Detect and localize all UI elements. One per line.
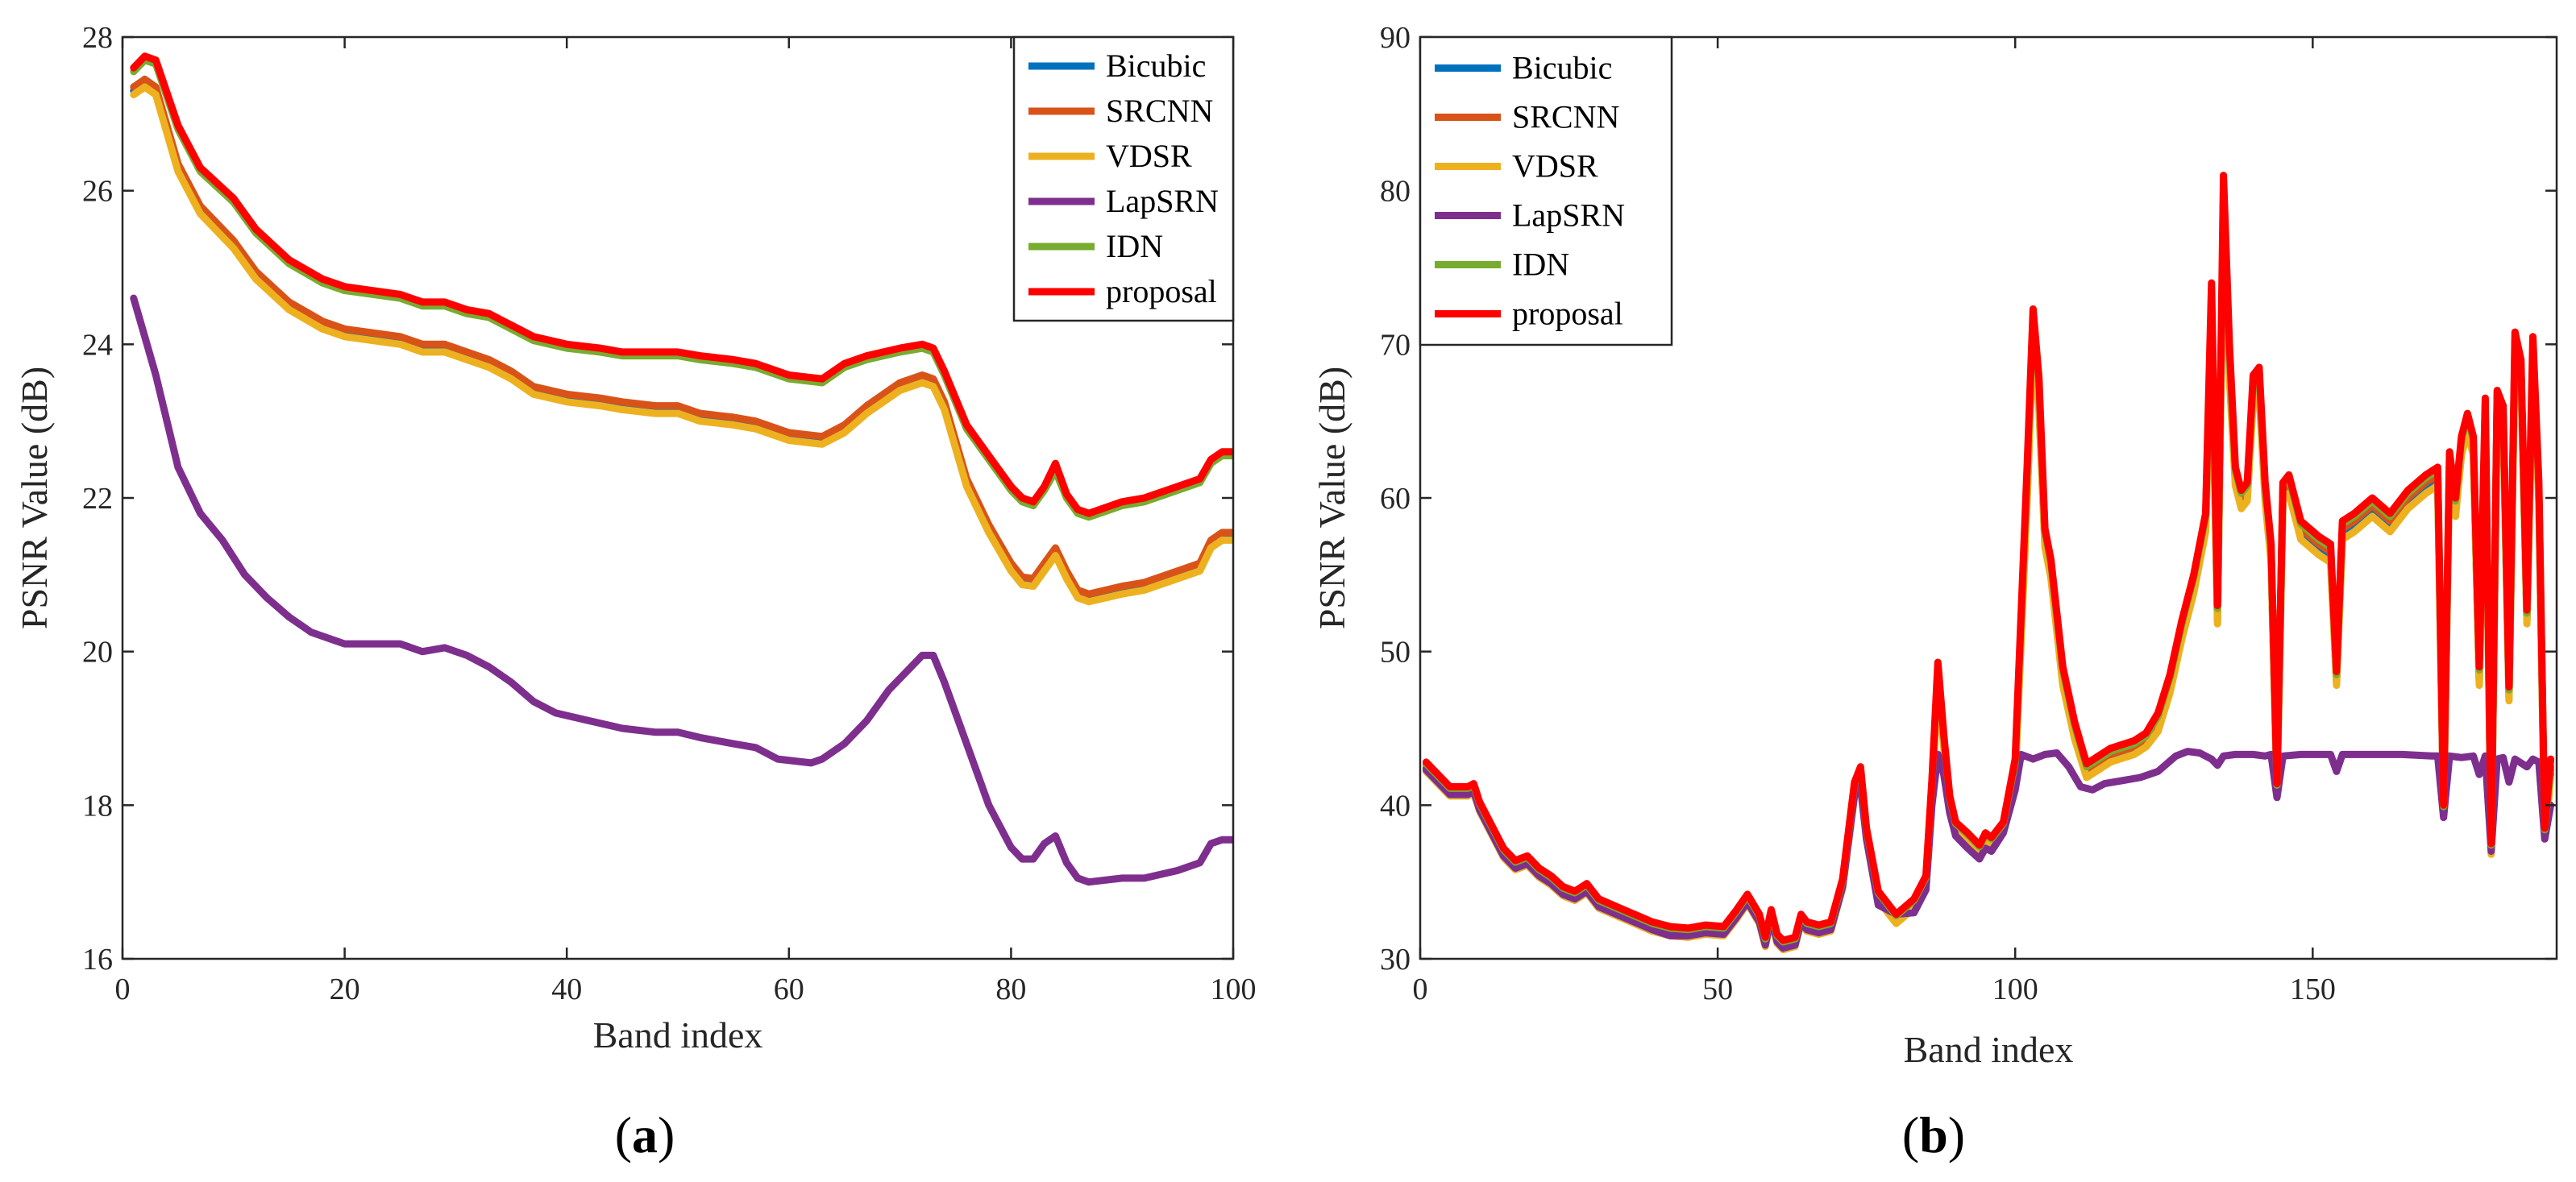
panel-b-y-tick-label: 90 bbox=[1380, 21, 1411, 55]
panel-a-x-tick-label: 20 bbox=[330, 973, 360, 1006]
panel-a-y-tick-label: 24 bbox=[82, 328, 113, 362]
panel-a-legend-label-idn: IDN bbox=[1106, 228, 1163, 264]
panel-a-legend-label-proposal: proposal bbox=[1106, 273, 1217, 309]
panel-a-y-axis-label: PSNR Value (dB) bbox=[14, 367, 55, 629]
panel-b-y-tick-label: 50 bbox=[1380, 636, 1411, 670]
panel-b-series-lapsrn-line bbox=[1422, 748, 2555, 952]
panel-a-series-srcnn-line bbox=[130, 75, 1233, 598]
panel-b-y-tick-label: 80 bbox=[1380, 175, 1411, 209]
panel-a-series-lapsrn-line bbox=[130, 294, 1233, 886]
panel-a-x-tick-label: 0 bbox=[115, 973, 131, 1006]
panel-b-legend-box bbox=[1419, 35, 1673, 346]
panel-b-legend: Bicubic SRCNN VDSR LapSRN IDN proposal bbox=[1419, 35, 1673, 346]
panel-b-legend-label-bicubic: Bicubic bbox=[1512, 50, 1612, 86]
panel-a-series-vdsr-line bbox=[130, 83, 1233, 606]
panel-b-series-group bbox=[1422, 172, 2555, 954]
panel-a-x-tick-label: 40 bbox=[551, 973, 582, 1006]
panel-a-y-tick-label: 22 bbox=[82, 482, 113, 516]
panel-b-y-axis-label: PSNR Value (dB) bbox=[1311, 367, 1352, 629]
panel-a-y-tick-label: 28 bbox=[82, 21, 113, 55]
panel-b-y-tick-label: 60 bbox=[1380, 482, 1411, 516]
panel-b-series-proposal-line bbox=[1422, 172, 2555, 944]
panel-b-x-tick-label: 0 bbox=[1413, 973, 1428, 1006]
panel-b-legend-label-vdsr: VDSR bbox=[1512, 148, 1598, 185]
panel-a-x-axis-label: Band index bbox=[593, 1014, 763, 1056]
panel-b-x-tick-label: 100 bbox=[1992, 973, 2038, 1006]
panel-b-x-tick-label: 150 bbox=[2290, 973, 2336, 1006]
panel-b-x-axis-label: Band index bbox=[1904, 1029, 2074, 1070]
panel-b-legend-label-lapsrn: LapSRN bbox=[1512, 197, 1625, 234]
panel-a-y-tick-label: 20 bbox=[82, 636, 113, 670]
panel-b-y-tick-label: 70 bbox=[1380, 328, 1411, 362]
panel-a-legend-label-lapsrn: LapSRN bbox=[1106, 183, 1219, 219]
chart-panel-a: 0 20 40 60 80 100 16 18 20 22 24 26 28 Band index PSNR… bbox=[14, 21, 1257, 1163]
panel-a-x-tick-label: 60 bbox=[774, 973, 804, 1006]
panel-a-legend: Bicubic SRCNN VDSR LapSRN IDN proposal bbox=[1012, 35, 1235, 322]
panel-a-legend-box bbox=[1012, 35, 1235, 322]
panel-a-y-tick-label: 16 bbox=[82, 943, 113, 977]
panel-b-y-tick-label: 30 bbox=[1380, 943, 1411, 977]
panel-b-y-tick-label: 40 bbox=[1380, 789, 1411, 823]
panel-b-legend-label-proposal: proposal bbox=[1512, 296, 1623, 332]
panel-a-legend-label-bicubic: Bicubic bbox=[1106, 48, 1206, 84]
panel-a-y-tick-label: 18 bbox=[82, 789, 113, 823]
panel-a-panel-label: (a) bbox=[615, 1106, 675, 1163]
panel-a-series-proposal-line bbox=[130, 52, 1233, 517]
panel-b-x-tick-label: 50 bbox=[1702, 973, 1733, 1006]
panel-b-legend-label-idn: IDN bbox=[1512, 247, 1569, 283]
panel-a-x-tick-label: 80 bbox=[995, 973, 1026, 1006]
panel-a-x-tick-label: 100 bbox=[1211, 973, 1257, 1006]
chart-panel-b: 0 50 100 150 30 40 50 60 70 80 90 Band index PSNR Va… bbox=[1311, 21, 2558, 1163]
panel-a-legend-label-srcnn: SRCNN bbox=[1106, 93, 1213, 129]
panel-a-y-tick-label: 26 bbox=[82, 175, 113, 209]
panel-b-panel-label: (b) bbox=[1902, 1106, 1965, 1163]
panel-b-legend-label-srcnn: SRCNN bbox=[1512, 99, 1619, 135]
panel-a-legend-label-vdsr: VDSR bbox=[1106, 138, 1192, 174]
panel-a-series-group bbox=[130, 52, 1233, 886]
